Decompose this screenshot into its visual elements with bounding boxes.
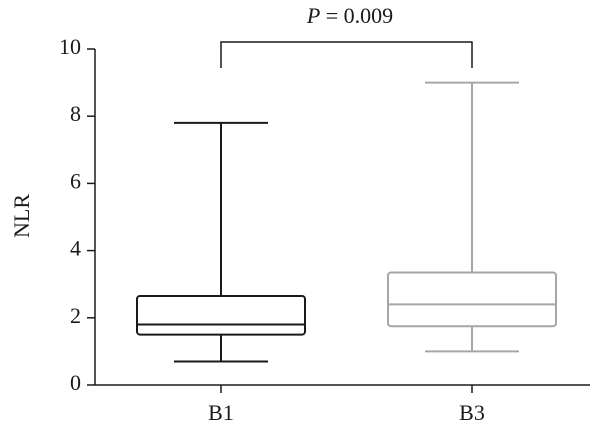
significance-bracket xyxy=(220,41,473,68)
box xyxy=(136,294,306,336)
y-tick-label: 8 xyxy=(70,101,81,126)
box xyxy=(387,271,557,328)
y-tick-label: 4 xyxy=(70,236,81,261)
y-tick-label: 10 xyxy=(59,34,81,59)
x-tick-label: B1 xyxy=(208,400,234,425)
y-tick-label: 0 xyxy=(70,370,81,395)
p-value-annotation: P = 0.009 xyxy=(306,3,393,28)
y-tick-label: 6 xyxy=(70,168,81,193)
y-axis-label: NLR xyxy=(9,194,34,238)
x-tick-label: B3 xyxy=(459,400,485,425)
y-tick-label: 2 xyxy=(70,303,81,328)
